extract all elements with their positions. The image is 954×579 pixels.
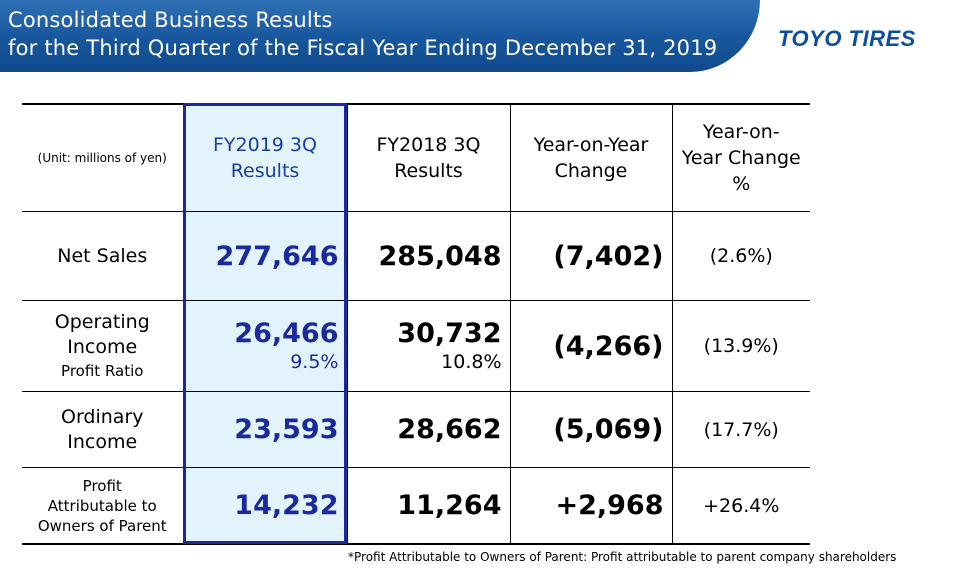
- title-banner: Consolidated Business Results for the Th…: [0, 0, 760, 72]
- cell-fy2018-ordinary-income: 28,662: [346, 391, 510, 468]
- table-header-row: (Unit: millions of yen) FY2019 3Q Result…: [22, 103, 810, 212]
- col-header-fy2018: FY2018 3Q Results: [346, 103, 510, 212]
- col-header-fy2018-line2: Results: [394, 160, 463, 182]
- col-header-change-pct: Year-on- Year Change %: [671, 103, 810, 212]
- row-label-profit-line2: Attributable to: [47, 496, 157, 515]
- results-table: (Unit: millions of yen) FY2019 3Q Result…: [22, 103, 810, 545]
- cell-change-pct-operating-income: (13.9%): [671, 300, 810, 392]
- row-label-profit-line3: Owners of Parent: [37, 516, 167, 535]
- cell-change-ordinary-income: (5,069): [509, 391, 672, 468]
- row-label-net-sales: Net Sales: [22, 211, 183, 301]
- table-row-net-sales: Net Sales 277,646 285,048 (7,402) (2.6%): [22, 211, 810, 301]
- row-label-ordinary-line1: Ordinary: [60, 405, 144, 428]
- row-label-operating-line2: Income: [67, 336, 138, 358]
- col-header-change-line1: Year-on-Year: [533, 134, 649, 156]
- row-label-operating-income: Operating Income Profit Ratio: [22, 300, 183, 392]
- table-row-profit-owners: Profit Attributable to Owners of Parent …: [22, 467, 810, 545]
- cell-fy2018-profit-owners: 11,264: [346, 467, 510, 545]
- col-header-fy2019-line1: FY2019 3Q: [213, 134, 317, 156]
- col-header-change-pct-line3: %: [732, 173, 751, 195]
- cell-fy2018-net-sales: 285,048: [346, 211, 510, 301]
- row-label-operating-line1: Operating: [54, 311, 150, 333]
- col-header-change-pct-line1: Year-on-: [702, 121, 780, 143]
- row-label-profit-owners: Profit Attributable to Owners of Parent: [22, 467, 183, 545]
- col-header-change-pct-line2: Year Change: [681, 147, 801, 169]
- table-row-operating-income: Operating Income Profit Ratio 26,466 9.5…: [22, 300, 810, 392]
- cell-fy2019-ordinary-income: 23,593: [182, 391, 347, 468]
- cell-fy2018-operating-value: 30,732: [397, 318, 502, 349]
- cell-fy2019-profit-owners: 14,232: [182, 467, 347, 545]
- footnote: *Profit Attributable to Owners of Parent…: [348, 550, 897, 564]
- col-header-fy2018-line1: FY2018 3Q: [376, 134, 481, 156]
- cell-change-pct-ordinary-income: (17.7%): [671, 391, 810, 468]
- row-label-profit-ratio: Profit Ratio: [61, 362, 144, 380]
- cell-fy2019-profit-ratio: 9.5%: [290, 351, 339, 373]
- cell-change-pct-profit-owners: +26.4%: [671, 467, 810, 545]
- col-header-change-line2: Change: [554, 160, 628, 182]
- cell-fy2018-profit-ratio: 10.8%: [441, 351, 502, 373]
- cell-change-net-sales: (7,402): [509, 211, 672, 301]
- col-header-fy2019: FY2019 3Q Results: [182, 103, 347, 212]
- cell-fy2019-net-sales: 277,646: [182, 211, 347, 301]
- page-title: Consolidated Business Results: [8, 8, 333, 32]
- table-row-ordinary-income: Ordinary Income 23,593 28,662 (5,069) (1…: [22, 391, 810, 468]
- cell-change-profit-owners: +2,968: [509, 467, 672, 545]
- toyo-tires-logo: TOYO TIRES: [778, 26, 916, 51]
- cell-change-pct-net-sales: (2.6%): [671, 211, 810, 301]
- cell-fy2018-operating-income: 30,732 10.8%: [346, 300, 510, 392]
- row-label-ordinary-income: Ordinary Income: [22, 391, 183, 468]
- page-subtitle: for the Third Quarter of the Fiscal Year…: [8, 36, 718, 60]
- cell-change-operating-income: (4,266): [509, 300, 672, 392]
- unit-label: (Unit: millions of yen): [22, 103, 183, 212]
- col-header-fy2019-line2: Results: [230, 160, 300, 182]
- cell-fy2019-operating-income: 26,466 9.5%: [182, 300, 347, 392]
- row-label-profit-line1: Profit: [82, 476, 122, 495]
- cell-fy2019-operating-value: 26,466: [234, 318, 339, 349]
- col-header-change: Year-on-Year Change: [509, 103, 672, 212]
- row-label-ordinary-line2: Income: [67, 430, 138, 453]
